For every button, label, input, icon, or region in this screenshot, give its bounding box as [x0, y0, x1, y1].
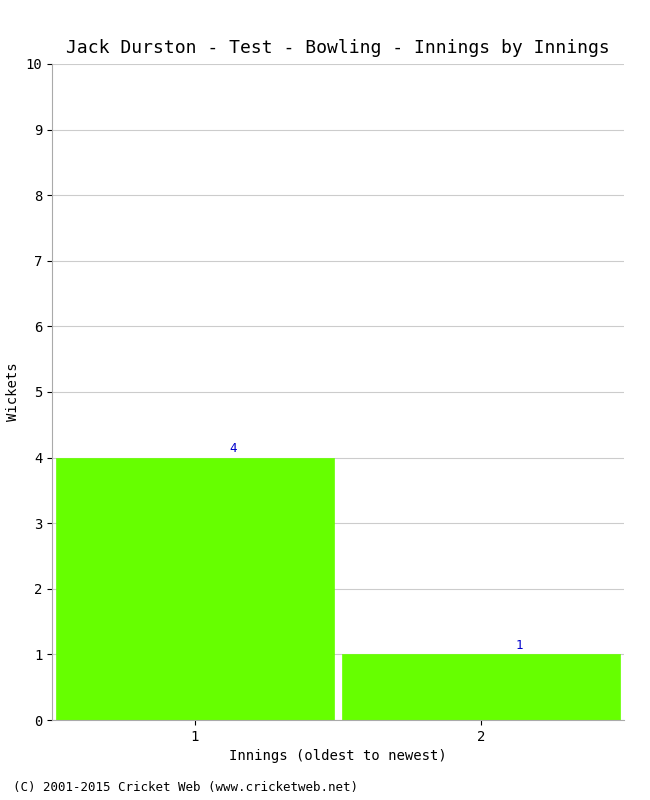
X-axis label: Innings (oldest to newest): Innings (oldest to newest): [229, 750, 447, 763]
Text: 1: 1: [515, 638, 523, 652]
Title: Jack Durston - Test - Bowling - Innings by Innings: Jack Durston - Test - Bowling - Innings …: [66, 39, 610, 57]
Text: 4: 4: [229, 442, 237, 455]
Bar: [57, 458, 333, 720]
Bar: [343, 654, 619, 720]
Y-axis label: Wickets: Wickets: [6, 362, 20, 422]
Text: (C) 2001-2015 Cricket Web (www.cricketweb.net): (C) 2001-2015 Cricket Web (www.cricketwe…: [13, 781, 358, 794]
